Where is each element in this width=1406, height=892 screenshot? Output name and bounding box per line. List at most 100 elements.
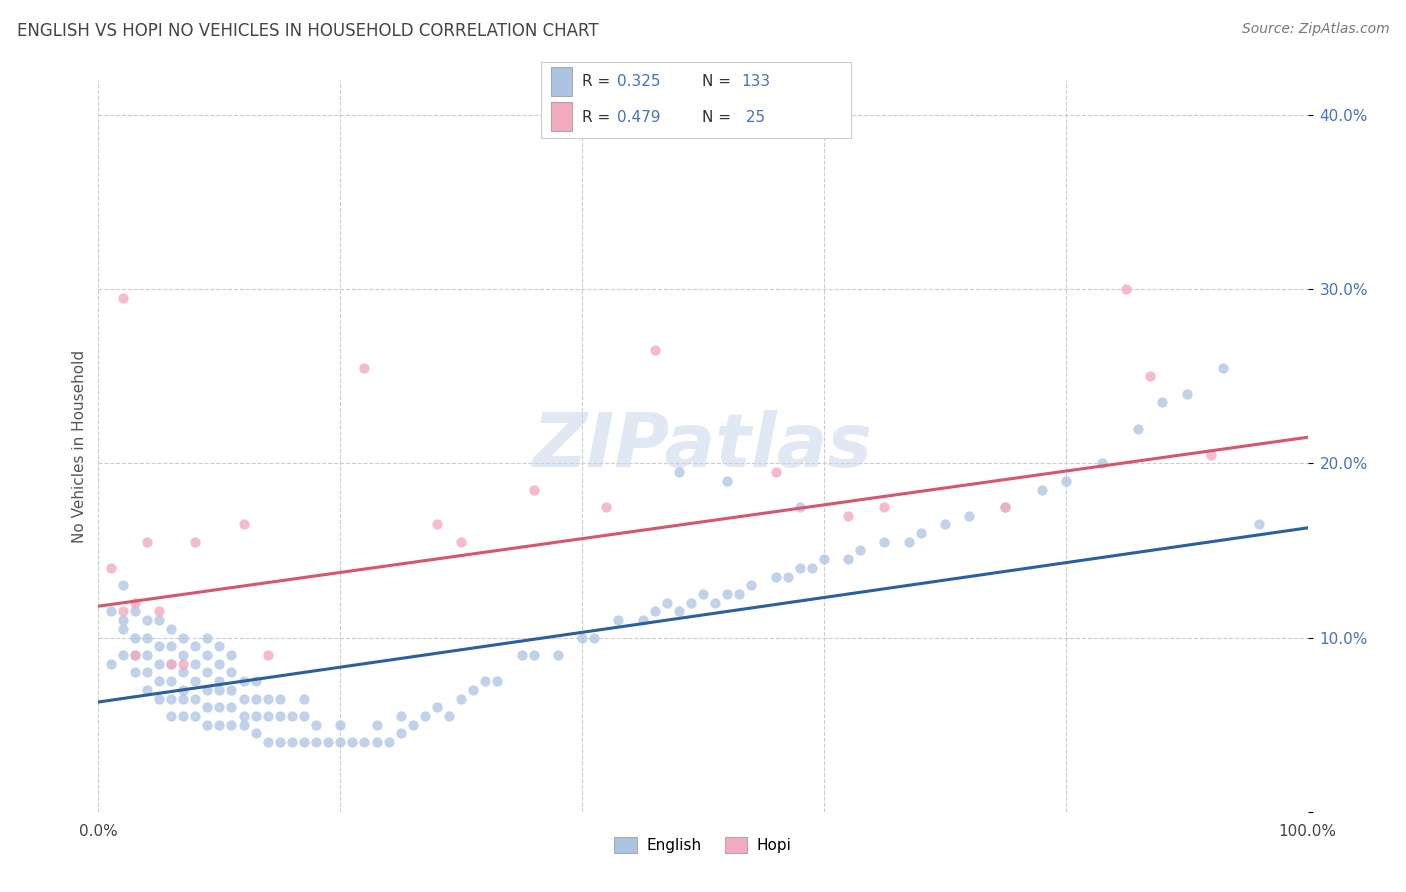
Point (221, 682, 243, 697)
Point (523, 483, 546, 497)
Point (232, 674, 254, 689)
Point (668, 465, 690, 479)
Point (450, 534, 472, 549)
Point (256, 691, 278, 706)
Point (910, 526, 932, 541)
Point (837, 552, 859, 566)
Point (256, 709, 278, 723)
Point (269, 691, 291, 706)
Point (486, 674, 509, 689)
Point (316, 735, 339, 749)
Legend: English, Hopi: English, Hopi (609, 830, 797, 859)
Point (232, 517, 254, 532)
Point (776, 569, 799, 583)
Point (994, 500, 1017, 514)
Point (160, 622, 183, 636)
Point (100, 561, 122, 575)
Point (195, 700, 218, 714)
Point (208, 700, 231, 714)
Point (135, 534, 157, 549)
Point (1128, 421, 1150, 435)
Point (366, 735, 388, 749)
Text: Source: ZipAtlas.com: Source: ZipAtlas.com (1241, 22, 1389, 37)
Point (184, 674, 207, 689)
Point (692, 587, 714, 601)
Point (292, 709, 315, 723)
Point (245, 726, 267, 740)
Point (256, 648, 278, 662)
Point (221, 700, 243, 714)
Y-axis label: No Vehicles in Household: No Vehicles in Household (72, 350, 87, 542)
Point (631, 613, 654, 627)
Point (221, 665, 243, 680)
Point (111, 604, 134, 618)
Text: ZIPatlas: ZIPatlas (533, 409, 873, 483)
Point (269, 735, 291, 749)
Point (329, 717, 352, 731)
Point (184, 640, 207, 654)
Point (837, 508, 859, 523)
Point (1249, 517, 1271, 532)
Point (221, 717, 243, 731)
Point (245, 674, 267, 689)
Point (124, 604, 146, 618)
Point (1199, 448, 1222, 462)
Text: 0.479: 0.479 (617, 110, 661, 125)
Point (172, 657, 194, 671)
Point (353, 360, 375, 375)
Point (111, 648, 134, 662)
Point (342, 735, 364, 749)
Point (800, 561, 823, 575)
Point (957, 508, 980, 523)
Point (849, 543, 872, 558)
Point (740, 578, 762, 592)
Point (474, 674, 496, 689)
Point (934, 517, 956, 532)
Point (160, 691, 183, 706)
Point (195, 648, 218, 662)
Point (704, 596, 727, 610)
Point (366, 717, 388, 731)
Point (1031, 483, 1053, 497)
Point (765, 465, 787, 479)
Point (994, 500, 1017, 514)
Point (1175, 386, 1198, 401)
Point (426, 517, 449, 532)
Point (184, 709, 207, 723)
Point (111, 291, 134, 305)
Point (305, 717, 328, 731)
Point (668, 604, 690, 618)
Point (160, 657, 183, 671)
Point (148, 657, 170, 671)
Point (897, 534, 920, 549)
Text: 133: 133 (741, 74, 770, 89)
Point (1212, 360, 1234, 375)
Point (111, 613, 134, 627)
Point (305, 735, 328, 749)
Point (1054, 474, 1077, 488)
Point (195, 631, 218, 645)
Point (232, 717, 254, 731)
Text: N =: N = (702, 74, 735, 89)
Point (148, 691, 170, 706)
Point (281, 709, 304, 723)
Point (329, 735, 352, 749)
Point (450, 691, 472, 706)
Point (221, 648, 243, 662)
Point (269, 709, 291, 723)
Point (208, 717, 231, 731)
Point (208, 682, 231, 697)
Point (547, 648, 569, 662)
Bar (551, 67, 572, 95)
Point (256, 735, 278, 749)
Point (124, 596, 146, 610)
Point (195, 682, 218, 697)
Point (389, 726, 412, 740)
Text: R =: R = (582, 110, 614, 125)
Point (135, 613, 157, 627)
Point (232, 709, 254, 723)
Point (195, 665, 218, 680)
Point (716, 587, 738, 601)
Point (292, 691, 315, 706)
Point (124, 665, 146, 680)
